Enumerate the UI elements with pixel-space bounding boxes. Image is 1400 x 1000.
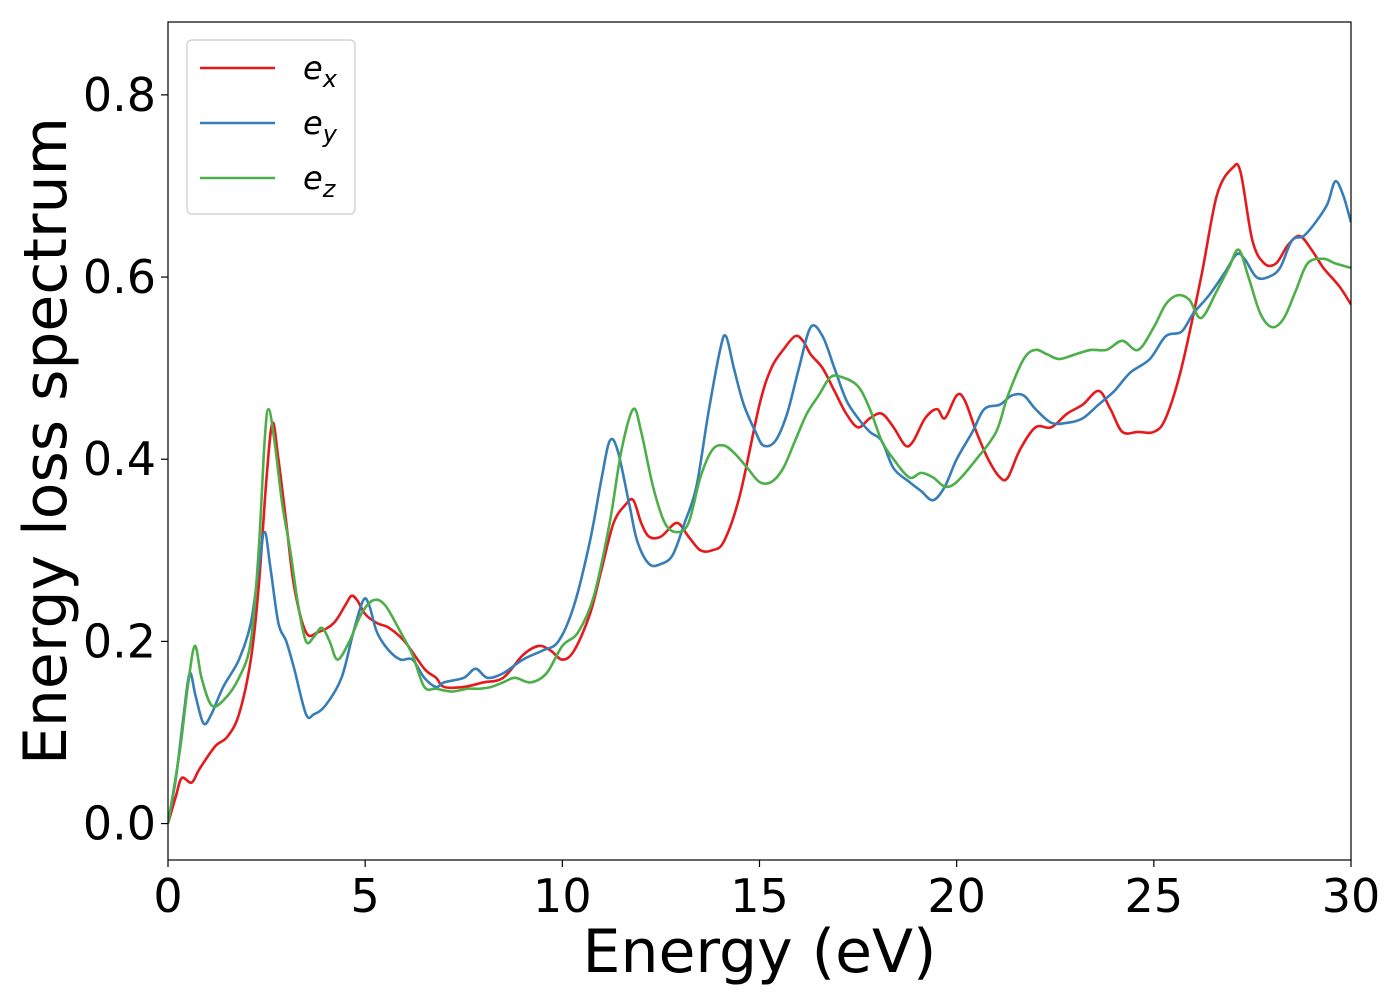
series-line-y xyxy=(168,179,1351,824)
y-tick-label: 0.4 xyxy=(83,432,156,486)
x-tick-label: 20 xyxy=(927,869,986,923)
legend-label-x: ex xyxy=(303,49,338,93)
x-tick-label: 10 xyxy=(533,869,592,923)
legend: ex ey ez xyxy=(186,39,356,215)
y-tick-label: 0.6 xyxy=(83,250,156,304)
x-tick-label: 30 xyxy=(1322,869,1381,923)
x-axis: 0 5 10 15 20 25 30 xyxy=(153,860,1380,923)
x-tick-label: 25 xyxy=(1125,869,1184,923)
y-axis-title: Energy loss spectrum xyxy=(11,117,81,765)
y-tick-label: 0.8 xyxy=(83,68,156,122)
legend-box xyxy=(186,39,356,215)
series-line-z xyxy=(168,248,1351,824)
x-tick-label: 15 xyxy=(730,869,789,923)
y-tick-label: 0.0 xyxy=(83,797,156,851)
x-tick-label: 5 xyxy=(351,869,380,923)
legend-label-z: ez xyxy=(303,159,337,203)
x-axis-title: Energy (eV) xyxy=(583,917,937,987)
x-tick-label: 0 xyxy=(153,869,182,923)
y-axis: 0.0 0.2 0.4 0.6 0.8 xyxy=(83,68,168,851)
legend-label-y: ey xyxy=(303,104,338,148)
y-tick-label: 0.2 xyxy=(83,614,156,668)
plot-area xyxy=(168,162,1351,824)
